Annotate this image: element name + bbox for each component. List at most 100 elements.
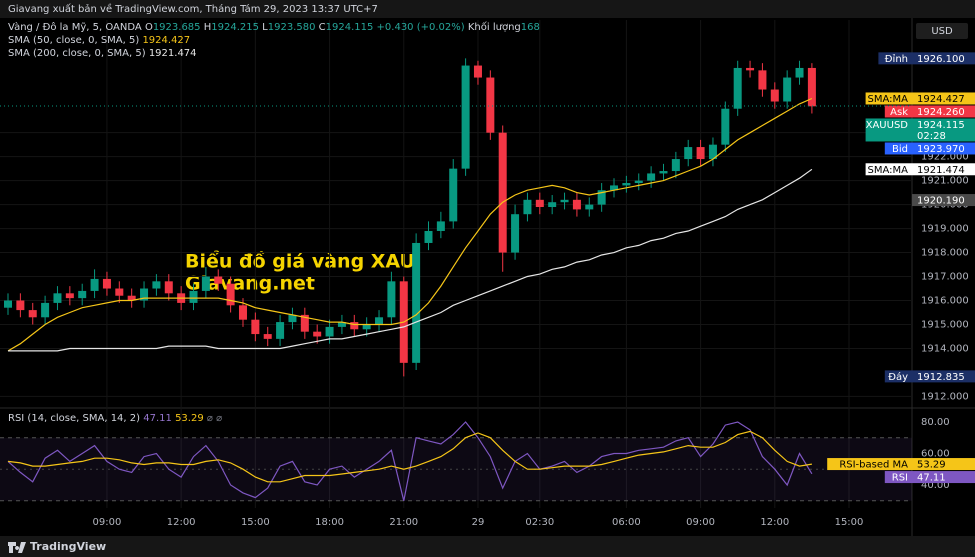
candle-body: [585, 204, 594, 210]
price-label-name: Ask: [890, 107, 908, 118]
legend-name: RSI (14, close, SMA, 14, 2): [8, 413, 141, 424]
candle-body: [201, 276, 210, 291]
candle-body: [65, 293, 74, 299]
legend-value: 1924.427: [142, 35, 191, 46]
y-tick-label: 1917.000: [921, 272, 969, 283]
candle-body: [152, 281, 161, 289]
x-tick-label: 02:30: [525, 517, 554, 528]
candle-body: [449, 168, 458, 222]
price-label-name-box: [865, 118, 912, 142]
price-label-box: [912, 163, 975, 176]
legend-value: 47.11: [143, 413, 172, 424]
x-tick-label: 15:00: [241, 517, 270, 528]
candle-body: [41, 302, 50, 318]
price-label-box: [912, 105, 975, 118]
currency[interactable]: USD: [931, 26, 953, 37]
y-tick-label: 1912.000: [921, 391, 969, 402]
candle-body: [412, 242, 421, 363]
price-label-box: [912, 92, 975, 105]
candle-body: [226, 283, 235, 306]
rsi-label-name: RSI-based MA: [839, 460, 908, 471]
candle-body: [783, 77, 792, 102]
candle-body: [511, 214, 520, 253]
volume-label: Khối lượng: [467, 22, 521, 33]
candle-body: [795, 67, 804, 78]
x-tick-label: 15:00: [835, 517, 864, 528]
rsi-label-value: 53.29: [917, 460, 946, 471]
volume: 168: [520, 22, 540, 33]
y-tick-label: 1919.000: [921, 224, 969, 235]
candle-body: [78, 290, 87, 299]
candle-body: [28, 310, 37, 318]
candle-body: [189, 290, 198, 303]
watermark: Biểu đồ giá vàng XAU: [185, 250, 415, 273]
candle-body: [622, 183, 631, 186]
price-label-name-box: [865, 92, 912, 105]
y-tick-label: 40.00: [921, 480, 950, 491]
candle-body: [362, 324, 371, 330]
candle-body: [572, 199, 581, 210]
rsi-label-name: RSI: [892, 473, 908, 484]
x-tick-label: 29: [472, 517, 485, 528]
rsi-label-value: 47.11: [917, 473, 946, 484]
price-label-value: 1924.260: [917, 107, 965, 118]
candle-body: [90, 278, 99, 291]
legend-row: SMA (50, close, 0, SMA, 5) 1924.427: [8, 34, 540, 47]
candle-body: [102, 278, 111, 289]
ohlc-key: L: [262, 22, 268, 33]
ohlc-value: 1923.685: [152, 22, 201, 33]
candle-body: [634, 180, 643, 184]
rsi-label-name-box: [884, 471, 912, 484]
price-label-box: [912, 142, 975, 155]
price-label-value: 1912.835: [917, 372, 965, 383]
x-tick-label: 21:00: [389, 517, 418, 528]
rsi-label-box: [912, 471, 975, 484]
x-tick-label: 12:00: [167, 517, 196, 528]
price-label-name: Đáy: [888, 371, 908, 383]
candle-body: [721, 108, 730, 145]
candle-body: [770, 89, 779, 102]
price-label-name-box: [865, 163, 912, 176]
series-line: [7, 97, 813, 352]
currency-box[interactable]: [916, 23, 968, 39]
candle-body: [708, 144, 717, 160]
price-label-value: 1920.190: [917, 196, 965, 207]
candle-body: [684, 147, 693, 160]
brand: TradingView: [30, 540, 106, 553]
candle-body: [276, 322, 285, 339]
candle-body: [115, 288, 124, 296]
ohlc-key: H: [203, 22, 212, 33]
candle-body: [548, 202, 557, 208]
y-tick-label: 1916.000: [921, 296, 969, 307]
price-legend: Vàng / Đô la Mỹ, 5, OANDA O1923.685 H192…: [8, 21, 540, 60]
ohlc-key: C: [318, 22, 326, 33]
y-tick-label: 1915.000: [921, 319, 969, 330]
rsi-label-name-box: [827, 458, 912, 471]
price-label-value: 1924.427: [917, 94, 965, 105]
price-label-sub: 02:28: [917, 131, 946, 142]
x-tick-label: 12:00: [760, 517, 789, 528]
price-label-name: SMA:MA: [868, 94, 909, 105]
rsi-label-box: [912, 458, 975, 471]
candle-body: [610, 185, 619, 191]
candle-body: [375, 317, 384, 325]
candle-body: [387, 281, 396, 318]
candle-body: [436, 221, 445, 231]
y-tick-label: 1922.000: [921, 152, 969, 163]
candle-body: [807, 67, 816, 107]
candle-body: [424, 230, 433, 243]
candle-body: [523, 199, 532, 215]
candle-body: [313, 331, 322, 337]
price-label-box: [912, 118, 975, 142]
legend-value: 1921.474: [148, 48, 197, 59]
series-line: [7, 430, 812, 483]
price-label-name-box: [884, 370, 912, 383]
candle-body: [498, 132, 507, 253]
candle-body: [53, 293, 62, 303]
candle-body: [140, 288, 149, 301]
price-label-name-box: [878, 52, 912, 65]
candle-body: [696, 147, 705, 160]
candle-body: [263, 334, 272, 339]
y-tick-label: 1918.000: [921, 248, 969, 259]
